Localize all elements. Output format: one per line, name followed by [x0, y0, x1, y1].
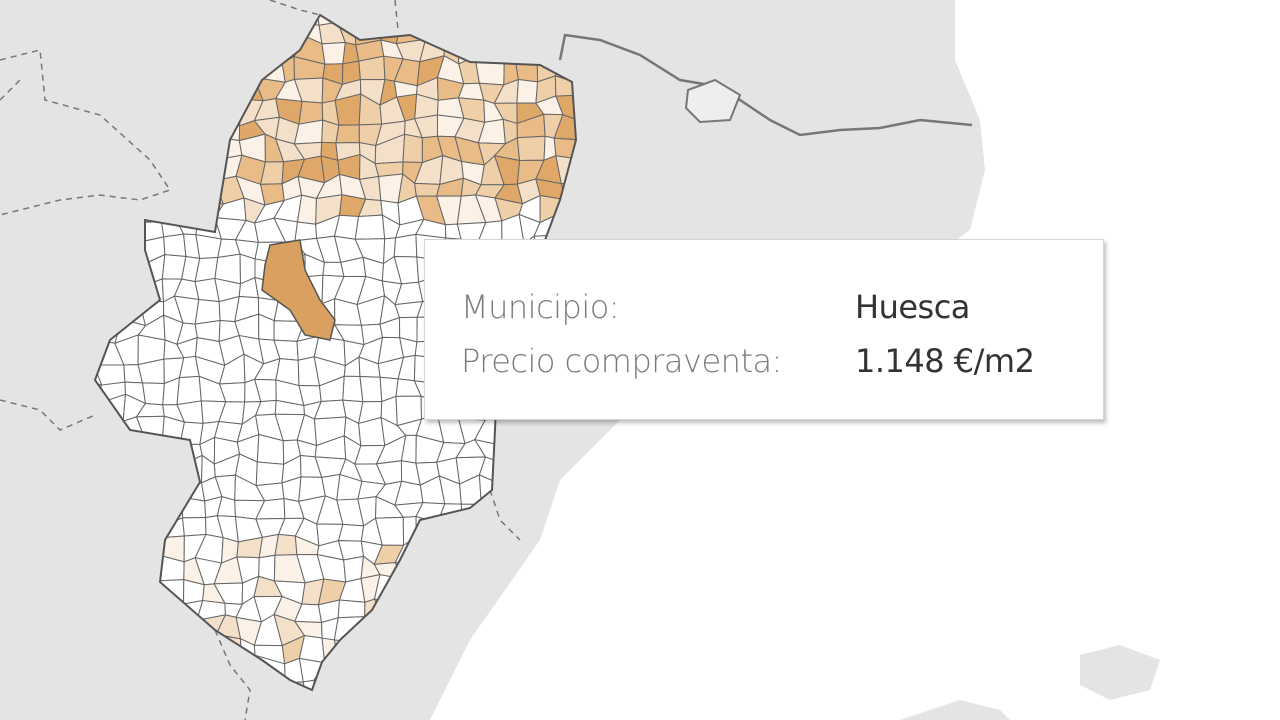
- municipality[interactable]: [335, 124, 360, 144]
- municipality[interactable]: [516, 135, 546, 162]
- municipality[interactable]: [141, 382, 165, 406]
- municipality[interactable]: [321, 41, 346, 65]
- balearic-island: [900, 645, 1160, 720]
- municipality[interactable]: [354, 214, 386, 240]
- municipality[interactable]: [195, 234, 222, 260]
- tooltip-row-precio: Precio compraventa: 1.148 €/m2: [461, 342, 1035, 380]
- municipality[interactable]: [402, 133, 423, 164]
- municipality[interactable]: [255, 461, 285, 487]
- municipality[interactable]: [337, 523, 365, 542]
- municipality[interactable]: [163, 233, 187, 258]
- andorra-border: [684, 78, 742, 124]
- tooltip-row-municipio: Municipio: Huesca: [461, 288, 970, 326]
- municipality-huesca[interactable]: [261, 239, 336, 341]
- municipality[interactable]: [274, 533, 298, 556]
- tooltip: Municipio: Huesca Precio compraventa: 1.…: [424, 239, 1104, 420]
- municipality[interactable]: [414, 182, 441, 197]
- france-border: [558, 33, 973, 137]
- municipio-label: Municipio:: [461, 288, 620, 326]
- municipality[interactable]: [294, 221, 318, 242]
- municipality[interactable]: [337, 599, 366, 619]
- precio-value: 1.148 €/m2: [855, 342, 1035, 380]
- municipality[interactable]: [194, 298, 221, 325]
- municipality[interactable]: [516, 78, 539, 104]
- municipio-value: Huesca: [855, 288, 970, 326]
- municipality[interactable]: [176, 375, 202, 406]
- precio-label: Precio compraventa:: [461, 342, 782, 380]
- municipality[interactable]: [393, 233, 418, 258]
- province-border-dashed: [0, 0, 521, 720]
- municipality[interactable]: [181, 516, 207, 537]
- municipality[interactable]: [333, 214, 360, 240]
- municipality[interactable]: [359, 376, 383, 403]
